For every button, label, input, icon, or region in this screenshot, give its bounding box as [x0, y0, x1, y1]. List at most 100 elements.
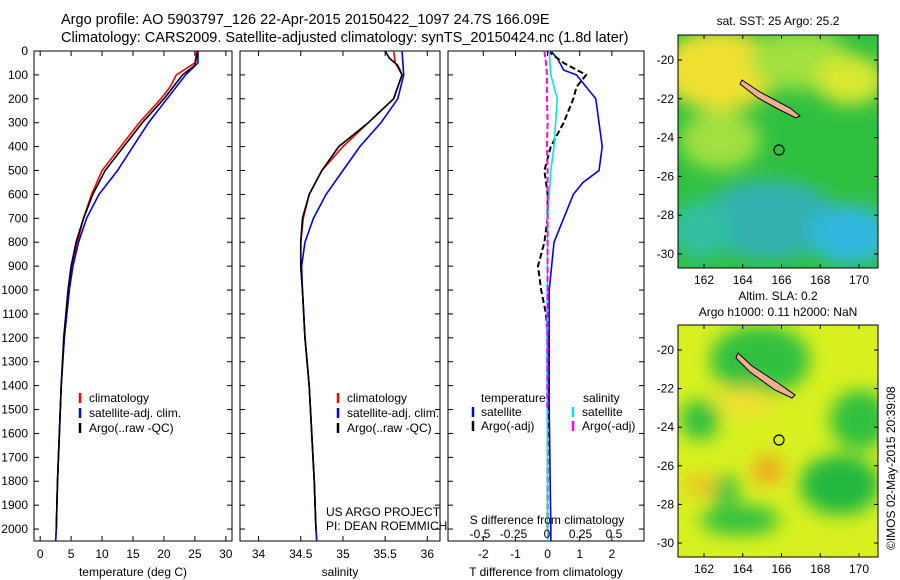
y-tick-label: 800 — [8, 235, 28, 249]
x-tick-label: 2 — [609, 547, 616, 561]
map-x-tick-label: 166 — [771, 273, 791, 287]
panel-1-frame — [239, 50, 441, 542]
x-tick-label: 35 — [336, 547, 350, 561]
x-tick-label: -1 — [510, 547, 521, 561]
s-tick-label: 0.5 — [606, 527, 623, 541]
series-line-climatology — [299, 50, 403, 542]
timestamp-text: ©IMOS 02-May-2015 20:39:08 — [884, 386, 898, 550]
x-axis-label: temperature (deg C) — [79, 565, 187, 579]
pi-text: PI: DEAN ROEMMICH — [326, 519, 447, 533]
y-tick-label: 1200 — [1, 331, 28, 345]
y-tick-label: 900 — [8, 259, 28, 273]
map-x-tick-label: 170 — [849, 273, 869, 287]
y-tick-label: 1100 — [2, 307, 28, 321]
y-tick-label: 1300 — [1, 355, 28, 369]
x-axis-label: T difference from climatology — [469, 565, 623, 579]
sst-map-frame — [677, 34, 879, 269]
y-tick-label: 200 — [8, 92, 28, 106]
map-y-tick-label: -28 — [657, 497, 675, 511]
sla-map-frame — [677, 324, 879, 558]
y-tick-label: 500 — [8, 164, 28, 178]
map-x-tick-label: 162 — [694, 273, 714, 287]
y-tick-label: 1600 — [1, 426, 28, 440]
map-y-tick-label: -24 — [657, 420, 675, 434]
x-tick-label: 35.5 — [373, 547, 397, 561]
x-tick-label: 34.5 — [289, 547, 313, 561]
float-marker-sst — [773, 144, 785, 156]
map-x-tick-label: 168 — [810, 273, 830, 287]
legend-label: satellite — [582, 405, 623, 419]
y-tick-label: 1900 — [1, 498, 28, 512]
legend-title-salinity: salinity — [583, 391, 620, 405]
x-tick-label: -2 — [478, 547, 489, 561]
panel-2-frame — [447, 50, 645, 542]
legend-label: satellite-adj. clim. — [89, 406, 181, 420]
panel-0-frame — [33, 50, 233, 542]
s-tick-label: -0.25 — [500, 527, 528, 541]
y-tick-label: 1800 — [1, 474, 28, 488]
legend-label: satellite-adj. clim. — [347, 406, 439, 420]
legend-label: satellite — [481, 405, 522, 419]
s-axis-label: S difference from climatology — [470, 513, 625, 527]
legend-label: Argo(-adj) — [582, 419, 635, 433]
y-tick-label: 600 — [8, 187, 28, 201]
s-tick-label: 0.25 — [569, 527, 593, 541]
map-y-tick-label: -26 — [657, 169, 675, 183]
s-tick-label: -0.5 — [470, 527, 491, 541]
map-y-tick-label: -24 — [657, 131, 675, 145]
float-marker-sla — [773, 434, 785, 446]
series-line-t-satellite — [548, 50, 604, 541]
y-tick-label: 1700 — [1, 450, 28, 464]
series-line-s-argo-adj- — [543, 50, 549, 410]
x-tick-label: 10 — [95, 547, 109, 561]
title-line-2: Climatology: CARS2009. Satellite-adjuste… — [61, 30, 629, 46]
series-line-satellite-adj-clim- — [54, 51, 199, 542]
map-y-tick-label: -22 — [657, 382, 675, 396]
series-line-climatology — [54, 50, 198, 542]
y-tick-label: 1400 — [1, 379, 28, 393]
map-x-tick-label: 168 — [810, 562, 830, 576]
y-tick-label: 1500 — [1, 403, 28, 417]
map-x-tick-label: 170 — [849, 562, 869, 576]
series-line-argo-raw-qc- — [55, 50, 199, 530]
map-y-tick-label: -22 — [657, 92, 675, 106]
map-y-tick-label: -28 — [657, 208, 675, 222]
sla-map — [678, 325, 878, 557]
y-tick-label: 400 — [8, 140, 28, 154]
series-line-t-argo-adj- — [536, 50, 588, 530]
new-caledonia-island-2 — [735, 352, 796, 399]
x-tick-label: 0 — [544, 547, 551, 561]
credit-text: US ARGO PROJECT — [326, 505, 441, 519]
y-tick-label: 700 — [8, 211, 28, 225]
x-tick-label: 25 — [188, 547, 202, 561]
sla-map-title: Altim. SLA: 0.2 — [738, 289, 818, 303]
map-x-tick-label: 162 — [694, 562, 714, 576]
y-tick-label: 2000 — [1, 522, 28, 536]
legend-title-temperature: temperature — [481, 391, 546, 405]
legend-label: Argo(..raw -QC) — [347, 421, 432, 435]
sst-map — [678, 35, 878, 268]
sst-map-title: sat. SST: 25 Argo: 25.2 — [717, 14, 840, 28]
map-x-tick-label: 166 — [771, 562, 791, 576]
series-line-argo-raw-qc- — [299, 50, 403, 530]
new-caledonia-island — [739, 79, 801, 119]
x-axis-label: salinity — [322, 565, 359, 579]
map-y-tick-label: -20 — [657, 53, 675, 67]
map-x-tick-label: 164 — [733, 273, 753, 287]
legend-label: Argo(..raw -QC) — [89, 421, 174, 435]
x-tick-label: 20 — [157, 547, 171, 561]
x-tick-label: 34 — [252, 547, 266, 561]
legend-label: climatology — [89, 391, 149, 405]
map-y-tick-label: -30 — [657, 247, 675, 261]
s-tick-label: 0 — [544, 527, 551, 541]
map-y-tick-label: -26 — [657, 459, 675, 473]
x-tick-label: 5 — [68, 547, 75, 561]
x-tick-label: 1 — [576, 547, 583, 561]
y-tick-label: 0 — [21, 44, 28, 58]
y-tick-label: 100 — [8, 68, 28, 82]
x-tick-label: 0 — [37, 547, 44, 561]
sla-map-subtitle: Argo h1000: 0.11 h2000: NaN — [699, 305, 858, 319]
title-line-1: Argo profile: AO 5903797_126 22-Apr-2015… — [61, 12, 550, 28]
legend-label: Argo(-adj) — [481, 419, 534, 433]
y-tick-label: 300 — [8, 116, 28, 130]
